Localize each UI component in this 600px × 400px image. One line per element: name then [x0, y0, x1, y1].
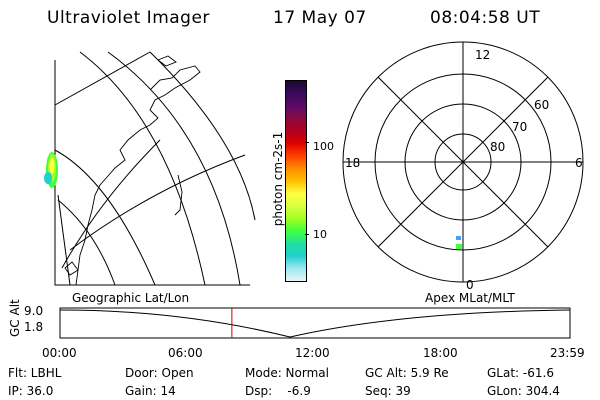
info-glat: GLat: -61.6 [487, 366, 554, 380]
observation-time: 08:04:58 UT [430, 8, 541, 28]
colorbar [285, 80, 307, 282]
coastline [174, 174, 183, 216]
aurora-spot [456, 244, 462, 249]
coastline [75, 65, 201, 286]
lat-label: 70 [512, 120, 528, 134]
mlt-label-bottom: 0 [466, 278, 474, 292]
timeline-x-tick: 18:00 [423, 346, 458, 360]
info-door: Door: Open [125, 366, 194, 380]
mlt-label-top: 12 [475, 48, 491, 62]
observation-date: 17 May 07 [273, 8, 367, 28]
info-gain: Gain: 14 [125, 384, 176, 398]
coastline [64, 261, 79, 276]
lat-label: 80 [490, 140, 506, 154]
map-lon-line [54, 51, 151, 106]
coastline [157, 55, 177, 67]
altitude-curve [59, 309, 571, 338]
info-glon: GLon: 304.4 [487, 384, 560, 398]
map-lat-arc [57, 199, 116, 286]
aurora-emission [44, 152, 58, 188]
timeline-ymin: 1.8 [24, 320, 44, 334]
info-filter: Flt: LBHL [8, 366, 62, 380]
timeline-ymax: 9.0 [24, 304, 44, 318]
info-mode: Mode: Normal [245, 366, 329, 380]
map-lat-arc [107, 51, 241, 286]
timeline-x-tick: 06:00 [168, 346, 203, 360]
map-lon-line [61, 139, 161, 269]
map-lon-line [69, 154, 246, 251]
colorbar-tick [305, 234, 309, 235]
timeline-right-caption: Apex MLat/MLT [425, 291, 515, 305]
colorbar-tick-label: 100 [313, 140, 334, 153]
colorbar-tick [305, 142, 309, 143]
lat-label: 60 [534, 98, 550, 112]
map-lat-arc [149, 51, 256, 221]
timeline-x-tick: 00:00 [42, 346, 77, 360]
colorbar-tick-label: 10 [313, 228, 327, 241]
map-lon-line [57, 194, 71, 286]
aurora-spot [456, 236, 461, 240]
map-edge [54, 60, 250, 286]
mlt-label-right: 6 [575, 156, 583, 170]
timeline-x-tick: 23:59 [550, 346, 585, 360]
timeline-x-tick: 12:00 [295, 346, 330, 360]
info-seq: Seq: 39 [365, 384, 411, 398]
instrument-title: Ultraviolet Imager [47, 8, 210, 28]
timeline-left-caption: Geographic Lat/Lon [72, 291, 190, 305]
info-ip: IP: 36.0 [8, 384, 54, 398]
info-gc-alt: GC Alt: 5.9 Re [365, 366, 449, 380]
polar-meridian [377, 76, 549, 248]
mlt-label-left: 18 [345, 156, 361, 170]
timeline-frame [59, 307, 571, 339]
info-dsp: Dsp: -6.9 [245, 384, 311, 398]
